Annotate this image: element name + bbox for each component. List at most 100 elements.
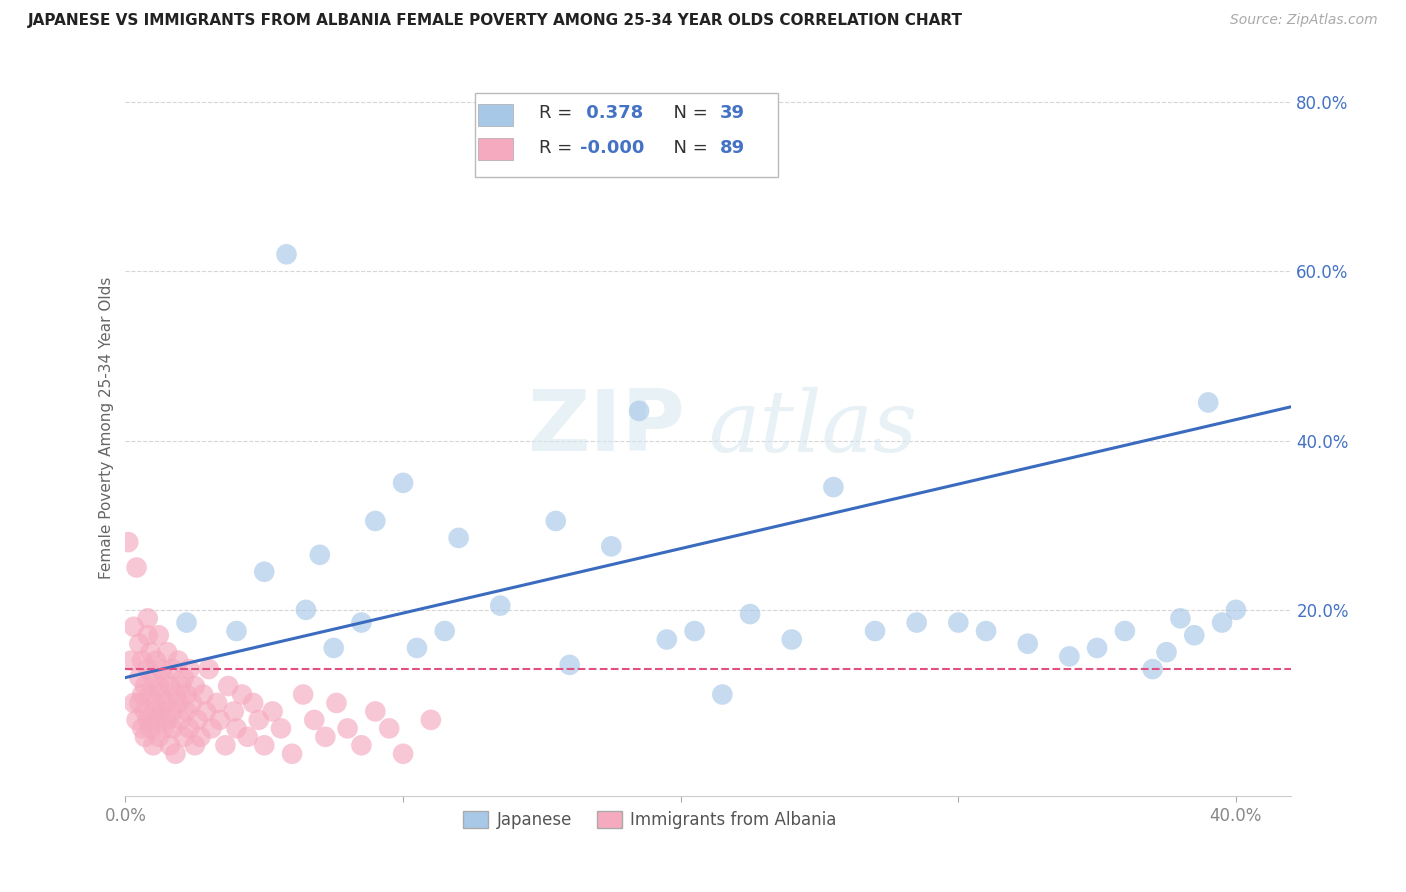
Text: 39: 39 [720,104,745,122]
Point [145,713,167,727]
Point [153,722,176,736]
Point [148,730,170,744]
Point [544,514,567,528]
Point [1197,395,1219,409]
Point [905,615,928,630]
Y-axis label: Female Poverty Among 25-34 Year Olds: Female Poverty Among 25-34 Year Olds [100,277,114,579]
Point [406,640,429,655]
Point [159,739,181,753]
Text: 0.378: 0.378 [581,104,644,122]
Point [253,739,276,753]
Point [156,645,179,659]
FancyBboxPatch shape [475,93,779,178]
Point [489,599,512,613]
Point [780,632,803,647]
Point [392,475,415,490]
Point [162,662,184,676]
Text: atlas: atlas [709,386,918,469]
Point [128,671,150,685]
Point [1114,624,1136,638]
Point [242,696,264,710]
Point [276,247,298,261]
Point [208,713,231,727]
Point [292,688,315,702]
Point [145,696,167,710]
Point [122,620,145,634]
Point [170,679,193,693]
Point [295,603,318,617]
Point [128,637,150,651]
Point [1017,637,1039,651]
Point [162,722,184,736]
Point [134,679,156,693]
Point [162,705,184,719]
Point [131,722,153,736]
Point [1225,603,1247,617]
Point [1085,640,1108,655]
Point [863,624,886,638]
Point [236,730,259,744]
Point [231,688,253,702]
Point [1182,628,1205,642]
Point [740,607,762,621]
Text: 89: 89 [720,139,745,157]
Text: N =: N = [662,139,713,157]
Point [392,747,415,761]
Point [314,730,336,744]
Text: Source: ZipAtlas.com: Source: ZipAtlas.com [1230,13,1378,28]
Point [350,739,373,753]
Text: N =: N = [662,104,713,122]
Point [1059,649,1081,664]
Point [447,531,470,545]
Point [134,705,156,719]
Point [125,560,148,574]
FancyBboxPatch shape [478,103,513,126]
Point [145,654,167,668]
Point [823,480,845,494]
Point [159,679,181,693]
Point [187,713,209,727]
Point [167,654,190,668]
Point [173,671,195,685]
Point [148,628,170,642]
Point [142,739,165,753]
Point [136,713,159,727]
Point [270,722,292,736]
Point [325,696,347,710]
Point [165,688,187,702]
Point [1211,615,1233,630]
Point [222,705,245,719]
Point [179,662,201,676]
Point [225,624,247,638]
Point [184,739,207,753]
Point [193,688,215,702]
Point [167,696,190,710]
Point [378,722,401,736]
Point [181,696,204,710]
Point [628,404,651,418]
Point [120,654,142,668]
Point [122,696,145,710]
Point [225,722,247,736]
Point [711,688,734,702]
Point [195,705,218,719]
Point [139,645,162,659]
Point [197,662,219,676]
Point [139,688,162,702]
Point [974,624,997,638]
Point [173,730,195,744]
Point [170,713,193,727]
Point [214,739,236,753]
Point [948,615,970,630]
Point [184,679,207,693]
Point [176,705,198,719]
Point [247,713,270,727]
Point [165,747,187,761]
Text: -0.000: -0.000 [581,139,644,157]
Point [142,705,165,719]
Point [136,662,159,676]
Point [156,696,179,710]
Point [125,713,148,727]
Point [304,713,326,727]
Point [364,514,387,528]
